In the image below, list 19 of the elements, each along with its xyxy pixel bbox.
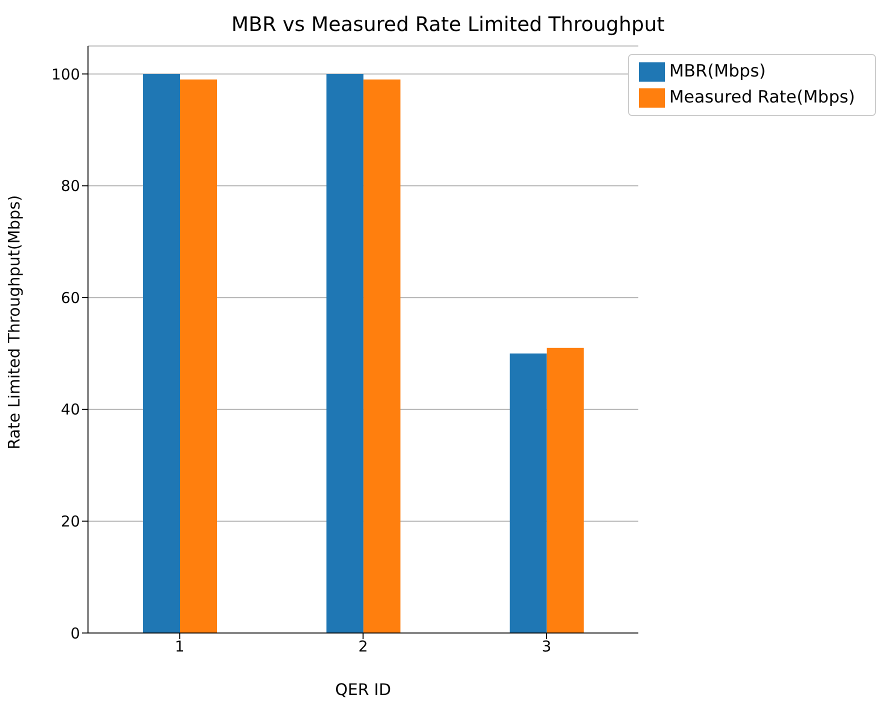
legend-label: MBR(Mbps) (669, 62, 766, 82)
bar (510, 353, 547, 633)
x-tick-label: 2 (358, 638, 368, 656)
bar (546, 348, 584, 633)
x-axis-title: QER ID (335, 680, 392, 699)
x-tick-label: 1 (174, 638, 184, 656)
bar (143, 74, 180, 633)
x-tick-label: 3 (542, 638, 552, 656)
y-tick-label: 0 (70, 624, 80, 642)
y-tick-label: 20 (60, 512, 80, 531)
legend-label: Measured Rate(Mbps) (669, 88, 855, 108)
bar (363, 80, 400, 633)
chart-title: MBR vs Measured Rate Limited Throughput (230, 11, 666, 38)
y-tick-label: 40 (60, 400, 80, 419)
y-tick-label: 80 (60, 177, 80, 196)
y-tick-label: 100 (51, 65, 80, 84)
bar (180, 80, 218, 633)
bar (326, 74, 364, 633)
y-tick-label: 60 (60, 288, 80, 307)
